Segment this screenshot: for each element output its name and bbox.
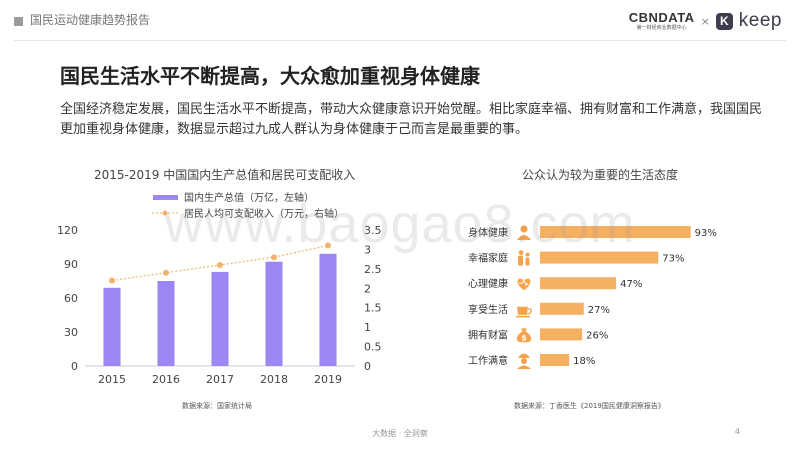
legend-swatch-gdp	[153, 195, 178, 200]
gdp-bar	[211, 271, 229, 366]
legend-marker-income	[162, 210, 168, 216]
gdp-chart-source: 数据来源：国家统计局	[182, 402, 252, 410]
attitude-category-label: 心理健康	[468, 277, 508, 290]
y-left-tick-label: 0	[71, 360, 78, 373]
attitude-chart-source: 数据来源：丁香医生《2019国民健康洞察报告》	[514, 402, 665, 410]
person-icon	[517, 225, 531, 240]
y-right-tick-label: 2	[364, 282, 371, 295]
cbndata-logo-subtitle: 第一财经商业数据中心	[636, 25, 687, 31]
y-right-tick-label: 1.5	[364, 302, 382, 315]
money-bag-icon: $	[516, 328, 532, 343]
attitude-value-label: 26%	[586, 330, 608, 341]
attitude-value-label: 47%	[620, 279, 642, 290]
footer-text: 大数据 · 全洞察	[372, 429, 428, 438]
gdp-income-chart: 国内生产总值（万亿，左轴）居民人均可支配收入（万元，右轴）03060901200…	[57, 191, 382, 386]
attitude-value-label: 93%	[695, 228, 717, 239]
x-tick-label: 2017	[206, 373, 234, 386]
x-tick-label: 2019	[314, 373, 342, 386]
page-number: 4	[734, 427, 740, 436]
y-right-tick-label: 3	[364, 243, 371, 256]
heart-icon	[517, 278, 531, 291]
income-point	[109, 277, 115, 284]
attitude-category-label: 幸福家庭	[468, 252, 508, 265]
x-tick-label: 2018	[260, 373, 288, 386]
gdp-chart-title: 2015-2019 中国国内生产总值和居民可支配收入	[94, 168, 356, 182]
legend-label-gdp: 国内生产总值（万亿，左轴）	[184, 191, 314, 204]
attitude-category-label: 工作满意	[468, 354, 508, 367]
attitude-value-label: 73%	[662, 254, 684, 265]
income-point	[271, 254, 277, 261]
cbndata-logo: CBNDATA 第一财经商业数据中心	[629, 11, 695, 31]
y-left-tick-label: 60	[64, 292, 78, 305]
brand-separator: ×	[700, 14, 710, 28]
attitude-category-label: 拥有财富	[468, 328, 508, 341]
attitude-bar	[540, 226, 691, 238]
header-divider	[14, 40, 786, 41]
attitude-category-label: 享受生活	[468, 303, 508, 316]
income-point	[163, 269, 169, 276]
x-tick-label: 2016	[152, 373, 180, 386]
attitude-bar	[540, 328, 583, 341]
attitude-chart-title: 公众认为较为重要的生活态度	[522, 168, 679, 182]
family-icon	[518, 250, 530, 266]
x-tick-label: 2015	[98, 373, 126, 386]
income-point	[217, 261, 223, 268]
attitude-bar	[540, 302, 584, 315]
attitude-category-label: 身体健康	[468, 226, 508, 239]
life-attitude-chart: 身体健康 93% 幸福家庭 73% 心理健康 47% 享受生活 27% 拥有财富 $26% 工作满意…	[468, 225, 717, 369]
attitude-bar	[540, 251, 659, 264]
legend-label-income: 居民人均可支配收入（万元，右轴）	[184, 207, 344, 220]
gdp-bar	[157, 281, 175, 366]
page-description: 全国经济稳定发展，国民生活水平不断提高，带动大众健康意识开始觉醒。相比家庭幸福、…	[60, 102, 763, 137]
y-left-tick-label: 120	[57, 224, 78, 237]
svg-text:$: $	[521, 333, 527, 342]
y-right-tick-label: 0.5	[364, 341, 382, 354]
worker-icon	[517, 353, 531, 369]
y-left-tick-label: 30	[64, 326, 78, 339]
keep-logo-text: keep	[738, 10, 782, 31]
attitude-value-label: 18%	[573, 356, 595, 367]
gdp-bar	[319, 253, 337, 366]
page-title: 国民生活水平不断提高，大众愈加重视身体健康	[60, 64, 480, 88]
cbndata-logo-text: CBNDATA	[628, 10, 695, 25]
watermark: www.baogao8.com	[164, 194, 636, 254]
gdp-bar	[265, 261, 283, 366]
gdp-bar	[103, 287, 121, 366]
y-right-tick-label: 0	[364, 360, 371, 373]
attitude-bar	[540, 277, 617, 290]
report-title: 国民运动健康趋势报告	[30, 13, 151, 27]
income-point	[325, 242, 331, 249]
cup-icon	[516, 306, 532, 318]
keep-logo-icon: K	[715, 12, 733, 30]
y-right-tick-label: 1	[364, 321, 371, 334]
y-right-tick-label: 2.5	[364, 263, 382, 276]
header-square-icon	[14, 17, 23, 26]
y-right-tick-label: 3.5	[364, 224, 382, 237]
brand-logos: CBNDATA 第一财经商业数据中心 × K keep	[629, 10, 782, 32]
attitude-value-label: 27%	[588, 305, 610, 316]
attitude-bar	[540, 354, 570, 366]
y-left-tick-label: 90	[64, 258, 78, 271]
